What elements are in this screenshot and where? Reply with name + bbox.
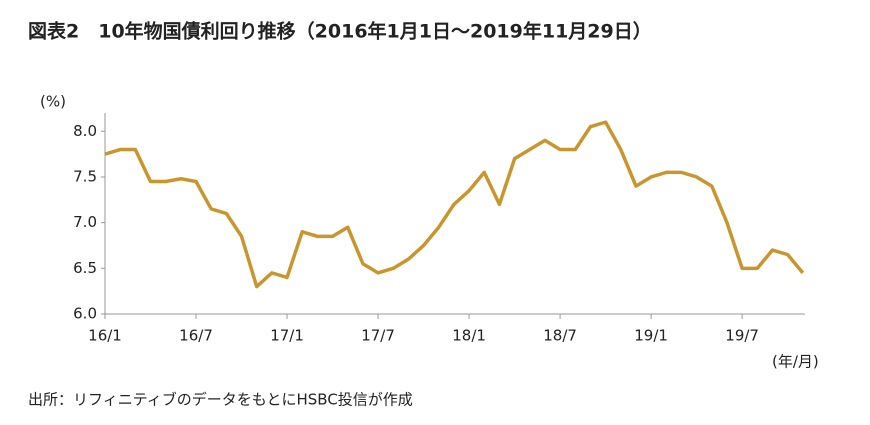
y-tick-label: 7.0 bbox=[73, 213, 97, 231]
x-tick-label: 18/7 bbox=[543, 327, 577, 345]
y-tick-label: 6.5 bbox=[73, 259, 97, 277]
chart-title: 図表2 10年物国債利回り推移（2016年1月1日～2019年11月29日） bbox=[28, 20, 652, 43]
x-tick-label: 17/1 bbox=[270, 327, 304, 345]
x-tick-label: 19/1 bbox=[634, 327, 668, 345]
x-tick-label: 17/7 bbox=[361, 327, 395, 345]
y-tick-label: 6.0 bbox=[73, 305, 97, 323]
source-note: 出所：リフィニティブのデータをもとにHSBC投信が作成 bbox=[28, 391, 413, 409]
x-axis-unit: (年/月) bbox=[772, 353, 819, 371]
y-tick-label: 7.5 bbox=[73, 167, 97, 185]
x-tick-label: 18/1 bbox=[452, 327, 486, 345]
y-axis-unit: (%) bbox=[40, 93, 66, 111]
line-series bbox=[104, 120, 805, 289]
x-tick-label: 16/7 bbox=[179, 327, 213, 345]
y-tick-label: 8.0 bbox=[73, 122, 97, 140]
x-tick-label: 19/7 bbox=[725, 327, 759, 345]
x-tick-label: 16/1 bbox=[88, 327, 122, 345]
